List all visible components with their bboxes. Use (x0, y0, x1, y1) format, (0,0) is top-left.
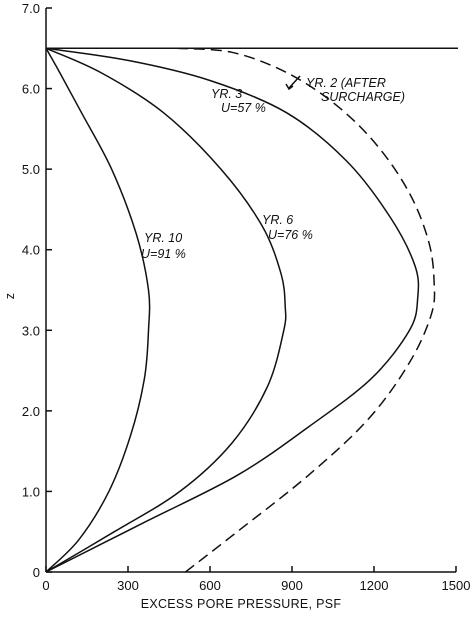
label-yr6-line2: U=76 % (268, 228, 313, 242)
y-tick-label: 4.0 (22, 243, 40, 258)
series-yr10-line (45, 47, 151, 573)
label-yr10-line1: YR. 10 (144, 231, 182, 245)
x-axis-title: EXCESS PORE PRESSURE, PSF (141, 597, 342, 611)
y-axis-title: z (3, 293, 17, 300)
x-tick-label: 300 (117, 578, 139, 593)
x-tick-label: 900 (281, 578, 303, 593)
x-tick-label: 0 (42, 578, 49, 593)
y-tick-label: 6.0 (22, 82, 40, 97)
series-yr2-line (177, 47, 436, 573)
label-yr2-line1: YR. 2 (AFTER (306, 76, 386, 90)
label-yr2-line2: SURCHARGE) (321, 90, 405, 104)
y-tick-label: 2.0 (22, 404, 40, 419)
y-tick-label: 0 (33, 565, 40, 580)
label-yr3-line2: U=57 % (221, 101, 266, 115)
y-tick-label: 1.0 (22, 484, 40, 499)
series-yr3-line (45, 47, 420, 573)
yr2-leader-arrow (288, 75, 301, 89)
y-tick-label: 5.0 (22, 162, 40, 177)
label-yr6-line1: YR. 6 (262, 213, 293, 227)
x-tick-label: 600 (199, 578, 221, 593)
series-yr6-line (45, 47, 287, 573)
x-tick-label: 1500 (442, 578, 471, 593)
axis-frame (45, 8, 458, 573)
y-tick-label: 3.0 (22, 323, 40, 338)
series-lines (45, 47, 436, 573)
axis-ticks: 0 1.0 2.0 3.0 4.0 5.0 6.0 7.0 0 300 600 900 1200 1500 (22, 1, 471, 593)
label-yr3-line1: YR. 3 (211, 87, 242, 101)
x-tick-label: 1200 (360, 578, 389, 593)
yr2-arrow-head (285, 83, 294, 91)
y-tick-label: 7.0 (22, 1, 40, 16)
label-yr10-line2: U=91 % (141, 247, 186, 261)
